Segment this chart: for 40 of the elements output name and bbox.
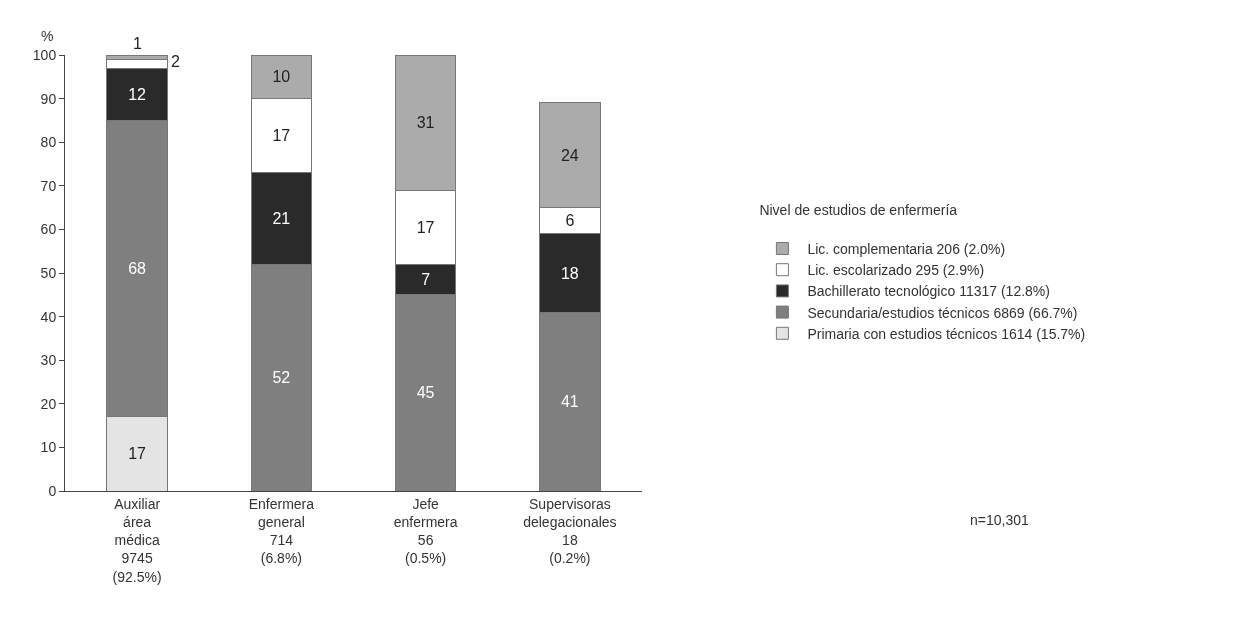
y-tick-label: 10 (40, 439, 57, 456)
data-label: 17 (272, 127, 291, 145)
data-label: 17 (128, 445, 147, 463)
data-label: 1 (133, 35, 142, 52)
text: n=10,301 (970, 512, 1029, 528)
data-label: 7 (421, 271, 431, 289)
data-label: 41 (560, 393, 579, 411)
legend-label: Lic. escolarizado 295 (2.9%) (807, 262, 985, 279)
x-tick-label: Auxiliar área médica 9745 (92.5%) (112, 495, 162, 585)
y-tick-label: 60 (40, 221, 57, 238)
data-label: 24 (560, 146, 579, 164)
legend-label: Primaria con estudios técnicos 1614 (15.7%) (807, 325, 1086, 342)
data-label: 31 (416, 114, 435, 132)
legend-label: Bachillerato tecnológico 11317 (12.8%) (807, 283, 1050, 300)
y-axis-title: % (41, 28, 54, 44)
data-label: 2 (171, 53, 180, 70)
data-label: 6 (565, 212, 575, 230)
y-tick-label: 20 (40, 395, 57, 412)
y-tick-label: 50 (40, 264, 57, 281)
y-tick-label: 30 (40, 352, 57, 369)
y-tick-label: 90 (40, 90, 57, 107)
data-label: 12 (128, 85, 147, 103)
data-label: 68 (128, 260, 147, 278)
data-label: 18 (560, 264, 579, 282)
y-tick-label: 0 (48, 482, 57, 499)
data-label: 52 (272, 369, 291, 387)
y-tick-label: 100 (32, 46, 57, 63)
y-tick-label: 40 (40, 308, 57, 325)
y-tick-label: 70 (40, 177, 57, 194)
legend-label: Secundaria/estudios técnicos 6869 (66.7%) (807, 304, 1078, 321)
x-tick-label: Jefe enfermera 56 (0.5%) (393, 495, 458, 567)
x-tick-label: Enfermera general 714 (6.8%) (248, 495, 315, 567)
data-label: 45 (416, 384, 435, 402)
y-tick-label: 80 (40, 134, 57, 151)
x-tick-label: Supervisoras delegacionales 18 (0.2%) (523, 495, 617, 567)
data-label: 10 (272, 68, 291, 86)
data-label: 17 (416, 218, 435, 236)
legend-label: Lic. complementaria 206 (2.0%) (807, 240, 1006, 257)
data-label: 21 (272, 210, 291, 227)
legend-title: Nivel de estudios de enfermería (759, 201, 958, 218)
